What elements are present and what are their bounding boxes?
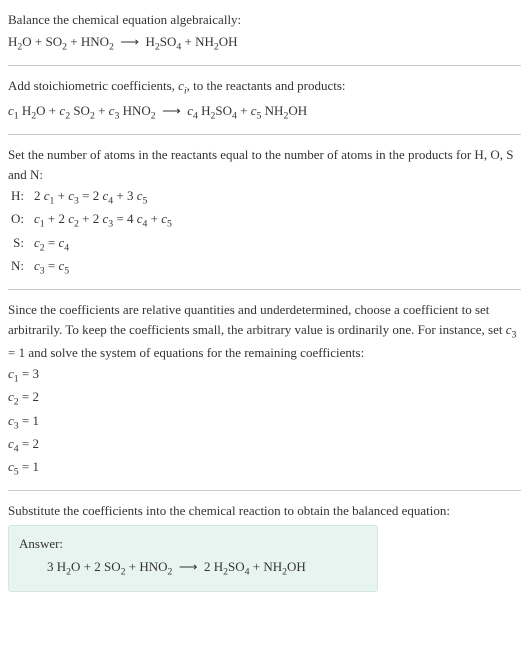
atom-label-o: O: <box>8 209 34 232</box>
unbalanced-equation: H2O + SO2 + HNO2 ⟶ H2SO4 + NH2OH <box>8 32 521 55</box>
atom-row: H: 2 c1 + c3 = 2 c4 + 3 c5 <box>8 186 521 209</box>
atoms-section: Set the number of atoms in the reactants… <box>8 145 521 279</box>
solve-section: Since the coefficients are relative quan… <box>8 300 521 480</box>
stoich-intro: Add stoichiometric coefficients, ci, to … <box>8 76 521 99</box>
divider <box>8 289 521 290</box>
coeff-c1: c1 = 3 <box>8 364 521 387</box>
solve-intro: Since the coefficients are relative quan… <box>8 300 521 362</box>
atom-label-n: N: <box>8 256 34 279</box>
atom-row: O: c1 + 2 c2 + 2 c3 = 4 c4 + c5 <box>8 209 521 232</box>
intro-text: Balance the chemical equation algebraica… <box>8 10 521 30</box>
atom-label-h: H: <box>8 186 34 209</box>
answer-label: Answer: <box>19 534 367 554</box>
atom-row: N: c3 = c5 <box>8 256 521 279</box>
stoich-section: Add stoichiometric coefficients, ci, to … <box>8 76 521 124</box>
substitute-section: Substitute the coefficients into the che… <box>8 501 521 591</box>
coeff-c3: c3 = 1 <box>8 411 521 434</box>
atom-eq-o: c1 + 2 c2 + 2 c3 = 4 c4 + c5 <box>34 209 521 232</box>
intro-section: Balance the chemical equation algebraica… <box>8 10 521 55</box>
atom-eq-n: c3 = c5 <box>34 256 521 279</box>
atom-eq-h: 2 c1 + c3 = 2 c4 + 3 c5 <box>34 186 521 209</box>
atom-label-s: S: <box>8 233 34 256</box>
atoms-intro: Set the number of atoms in the reactants… <box>8 145 521 184</box>
atom-row: S: c2 = c4 <box>8 233 521 256</box>
substitute-text: Substitute the coefficients into the che… <box>8 501 521 521</box>
coeff-c4: c4 = 2 <box>8 434 521 457</box>
stoich-equation: c1 H2O + c2 SO2 + c3 HNO2 ⟶ c4 H2SO4 + c… <box>8 101 521 124</box>
coefficient-list: c1 = 3 c2 = 2 c3 = 1 c4 = 2 c5 = 1 <box>8 364 521 480</box>
coeff-c2: c2 = 2 <box>8 387 521 410</box>
coeff-c5: c5 = 1 <box>8 457 521 480</box>
balanced-equation: 3 H2O + 2 SO2 + HNO2 ⟶ 2 H2SO4 + NH2OH <box>19 557 367 580</box>
atom-equations-table: H: 2 c1 + c3 = 2 c4 + 3 c5 O: c1 + 2 c2 … <box>8 186 521 279</box>
divider <box>8 65 521 66</box>
atom-eq-s: c2 = c4 <box>34 233 521 256</box>
divider <box>8 134 521 135</box>
divider <box>8 490 521 491</box>
answer-box: Answer: 3 H2O + 2 SO2 + HNO2 ⟶ 2 H2SO4 +… <box>8 525 378 592</box>
